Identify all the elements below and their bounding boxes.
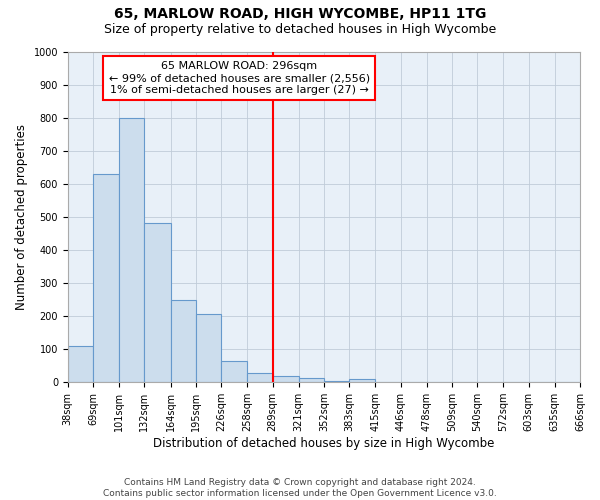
- Bar: [170, 300, 196, 382]
- Bar: [196, 314, 221, 382]
- Y-axis label: Number of detached properties: Number of detached properties: [15, 124, 28, 310]
- Bar: [247, 374, 272, 382]
- Bar: [221, 360, 247, 382]
- Text: 65, MARLOW ROAD, HIGH WYCOMBE, HP11 1TG: 65, MARLOW ROAD, HIGH WYCOMBE, HP11 1TG: [114, 8, 486, 22]
- Text: 65 MARLOW ROAD: 296sqm
← 99% of detached houses are smaller (2,556)
1% of semi-d: 65 MARLOW ROAD: 296sqm ← 99% of detached…: [109, 62, 370, 94]
- Bar: [119, 118, 145, 382]
- Bar: [68, 346, 93, 382]
- Bar: [324, 380, 349, 382]
- Bar: [145, 224, 170, 382]
- Bar: [93, 174, 119, 382]
- Bar: [299, 378, 324, 382]
- X-axis label: Distribution of detached houses by size in High Wycombe: Distribution of detached houses by size …: [153, 437, 494, 450]
- Text: Contains HM Land Registry data © Crown copyright and database right 2024.
Contai: Contains HM Land Registry data © Crown c…: [103, 478, 497, 498]
- Bar: [272, 376, 299, 382]
- Bar: [349, 379, 375, 382]
- Text: Size of property relative to detached houses in High Wycombe: Size of property relative to detached ho…: [104, 22, 496, 36]
